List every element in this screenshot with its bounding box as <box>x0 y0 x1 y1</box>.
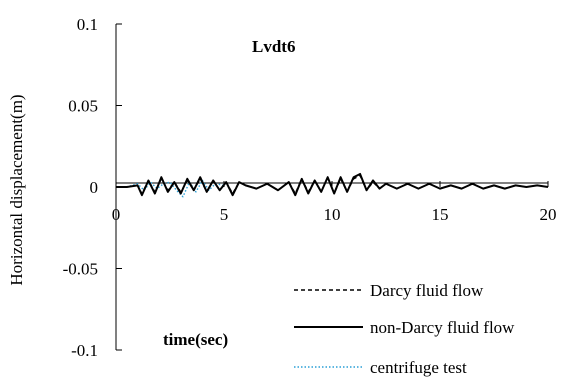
y-ticks: 0.1 0.05 0 -0.05 -0.1 <box>63 15 122 360</box>
series-non-darcy-line <box>116 172 549 197</box>
x-tick-label: 5 <box>220 205 229 224</box>
x-ticks: 0 5 10 15 20 <box>112 181 557 224</box>
series-centrifuge-line <box>116 179 225 198</box>
x-tick-label: 0 <box>112 205 121 224</box>
legend-label-darcy: Darcy fluid flow <box>370 281 484 300</box>
y-axis-title: Horizontal displacement(m) <box>7 94 26 285</box>
y-tick-label: 0 <box>90 178 99 197</box>
chart-title: Lvdt6 <box>252 37 295 56</box>
x-tick-label: 10 <box>324 205 341 224</box>
y-tick-label: 0.05 <box>68 97 98 116</box>
legend-label-centrifuge: centrifuge test <box>370 358 467 377</box>
legend: Darcy fluid flow non-Darcy fluid flow ce… <box>294 281 515 377</box>
y-tick-label: 0.1 <box>77 15 98 34</box>
series-layer <box>116 172 549 198</box>
x-tick-label: 15 <box>432 205 449 224</box>
y-tick-label: -0.1 <box>71 341 98 360</box>
y-tick-label: -0.05 <box>63 260 98 279</box>
legend-label-non-darcy: non-Darcy fluid flow <box>370 318 515 337</box>
x-axis-title: time(sec) <box>163 330 228 349</box>
x-tick-label: 20 <box>540 205 557 224</box>
